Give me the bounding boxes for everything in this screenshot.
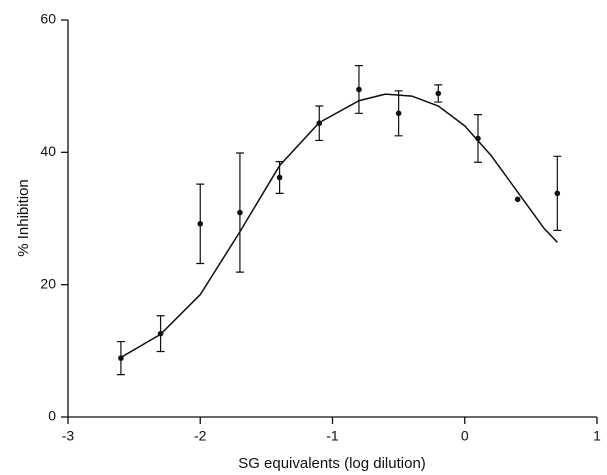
data-point (475, 135, 481, 142)
data-point (157, 330, 164, 337)
x-tick-label: -2 (194, 428, 207, 444)
data-point (276, 174, 283, 181)
x-tick-label: -1 (326, 428, 339, 444)
x-tick-label: -3 (62, 428, 75, 444)
data-point (237, 209, 243, 216)
y-axis-title: % Inhibition (15, 179, 32, 257)
y-tick-label: 0 (48, 408, 56, 424)
data-point (554, 190, 561, 197)
y-tick-label: 20 (40, 275, 56, 291)
data-point (118, 355, 124, 361)
x-axis-title: SG equivalents (log dilution) (238, 455, 426, 472)
y-tick-label: 60 (40, 11, 56, 27)
x-tick-label: 0 (461, 428, 469, 444)
fit-curve (120, 93, 558, 359)
y-tick-label: 40 (40, 143, 56, 159)
x-tick-label: 1 (593, 428, 601, 444)
data-point (435, 90, 442, 97)
data-point (395, 110, 402, 117)
data-point (197, 220, 204, 227)
data-point (316, 120, 323, 127)
data-point (356, 86, 362, 93)
data-point (514, 196, 521, 203)
